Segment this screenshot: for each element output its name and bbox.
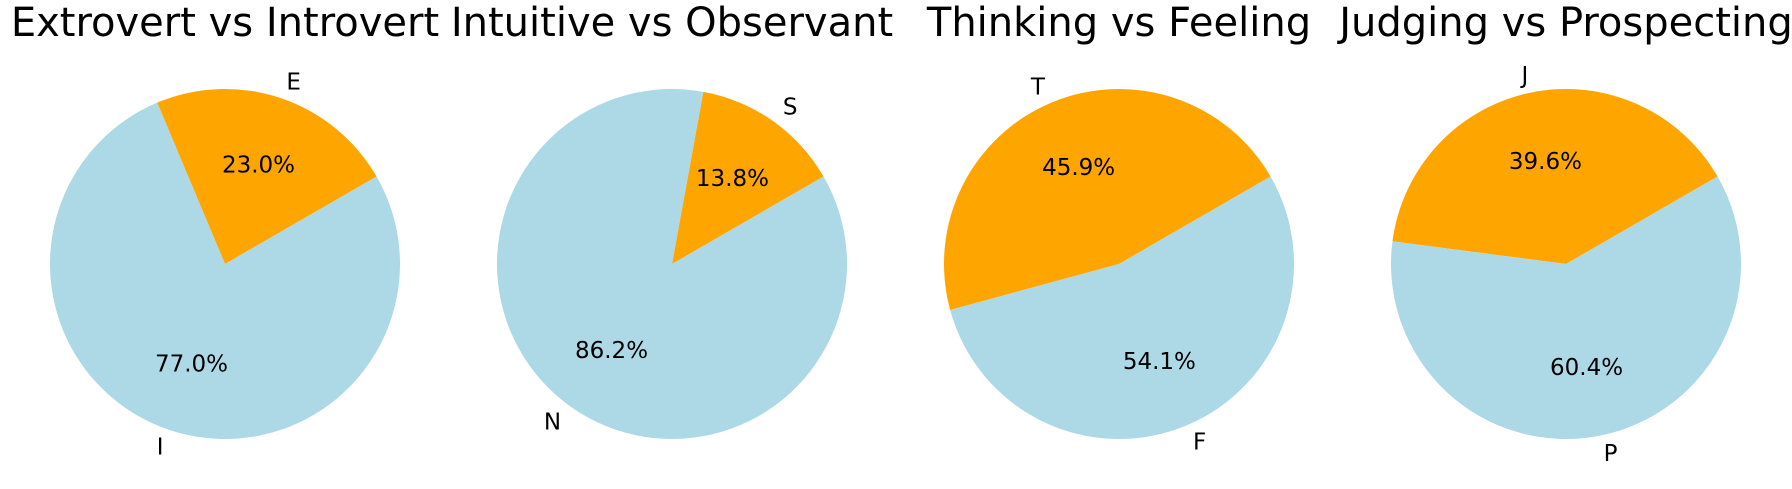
slice-label: T [1030, 74, 1046, 100]
pie-slice-t [943, 89, 1271, 310]
percent-label: 39.6% [1509, 149, 1582, 175]
pie-slice-p [1390, 176, 1741, 440]
pie-slice-i [49, 102, 400, 439]
percent-label: 54.1% [1123, 349, 1196, 375]
slice-label: N [544, 409, 561, 435]
slice-label: F [1193, 430, 1206, 456]
chart-title: Intuitive vs Observant [451, 0, 893, 46]
pie-slice-j [1392, 89, 1718, 264]
pie-chart-1: Extrovert vs Introvert E 23.0% I 77.0% [11, 0, 439, 460]
percent-label: 77.0% [155, 352, 228, 378]
slice-label: S [783, 95, 798, 121]
pie-chart-4: Judging vs Prospecting J 39.6% P 60.4% [1336, 0, 1792, 467]
pie-slice-f [950, 176, 1294, 440]
pie-slice-e [157, 88, 377, 264]
pie-chart-2: Intuitive vs Observant S 13.8% N 86.2% [451, 0, 893, 439]
percent-label: 60.4% [1550, 355, 1623, 381]
percent-label: 86.2% [575, 338, 648, 364]
slice-label: P [1604, 441, 1618, 467]
chart-title: Thinking vs Feeling [926, 0, 1311, 46]
chart-title: Extrovert vs Introvert [11, 0, 439, 46]
slice-label: J [1520, 63, 1529, 89]
pie-slice-s [672, 91, 824, 264]
slice-label: E [286, 70, 301, 96]
percent-label: 45.9% [1042, 155, 1115, 181]
percent-label: 13.8% [696, 166, 769, 192]
pie-slice-n [496, 88, 847, 439]
percent-label: 23.0% [222, 152, 295, 178]
slice-label: I [157, 434, 164, 460]
pie-chart-3: Thinking vs Feeling T 45.9% F 54.1% [926, 0, 1311, 456]
chart-title: Judging vs Prospecting [1336, 0, 1792, 46]
